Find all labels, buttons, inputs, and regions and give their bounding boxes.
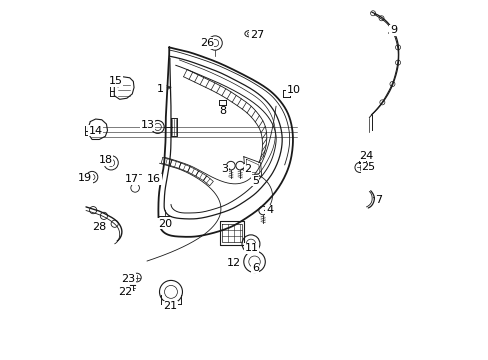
- Text: 9: 9: [388, 25, 396, 35]
- Text: 7: 7: [373, 195, 382, 205]
- Text: 5: 5: [251, 176, 258, 186]
- Text: 25: 25: [361, 162, 374, 172]
- Text: 27: 27: [249, 30, 264, 40]
- Text: 12: 12: [226, 258, 240, 268]
- Text: 2: 2: [241, 164, 251, 174]
- Text: 18: 18: [99, 155, 113, 165]
- Text: 28: 28: [92, 222, 106, 232]
- Text: 23: 23: [121, 274, 135, 284]
- Text: 4: 4: [264, 206, 273, 216]
- Text: 16: 16: [147, 174, 161, 184]
- Text: 19: 19: [78, 173, 92, 183]
- Text: 1: 1: [157, 84, 170, 94]
- Text: 17: 17: [124, 174, 138, 184]
- Text: 10: 10: [286, 85, 301, 95]
- Text: 15: 15: [108, 76, 122, 87]
- Text: 22: 22: [118, 287, 132, 297]
- Text: 11: 11: [244, 243, 258, 253]
- Text: 6: 6: [251, 263, 258, 273]
- Text: 8: 8: [219, 106, 226, 116]
- Text: 20: 20: [158, 219, 172, 229]
- Text: 13: 13: [141, 121, 154, 130]
- Text: 3: 3: [221, 164, 229, 174]
- Text: 24: 24: [359, 150, 373, 161]
- Text: 26: 26: [200, 38, 213, 48]
- Text: 21: 21: [163, 301, 177, 311]
- Text: 14: 14: [88, 126, 102, 135]
